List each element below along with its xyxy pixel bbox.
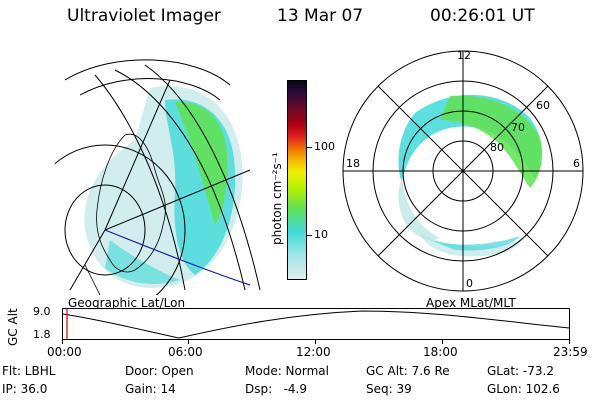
altitude-plot [62,308,570,340]
status-mode: Mode: Normal [245,364,329,378]
altitude-xtick-1800: 18:00 [423,345,458,359]
status-gain: Gain: 14 [125,382,176,396]
colorbar-tick-label-10: 10 [314,228,328,241]
altitude-xtick-2359: 23:59 [553,345,588,359]
xtick-mark-6 [188,340,189,344]
left-panel-label: Geographic Lat/Lon [68,296,186,310]
mlat-label-70: 70 [511,121,525,134]
mlat-label-80: 80 [490,141,504,154]
right-panel-label: Apex MLat/MLT [426,296,516,310]
mlt-label-0: 0 [466,277,473,290]
mlat-label-60: 60 [536,99,550,112]
status-dsp: Dsp: -4.9 [245,382,308,396]
mlt-label-18: 18 [346,157,360,170]
xtick-mark-24 [569,340,570,344]
geographic-map [55,59,261,295]
altitude-ylabel: GC Alt [6,308,20,346]
altitude-xtick-0000: 00:00 [47,345,82,359]
colorbar-tick-10 [307,235,312,236]
altitude-ytick-9: 9.0 [33,305,51,318]
colorbar-tick-label-100: 100 [314,140,335,153]
color-bar [287,80,307,280]
status-ip: IP: 36.0 [2,382,48,396]
status-seq: Seq: 39 [366,382,412,396]
altitude-xtick-1200: 12:00 [296,345,331,359]
status-gc-alt: GC Alt: 7.6 Re [366,364,450,378]
altitude-xtick-0600: 06:00 [168,345,203,359]
xtick-mark-12 [315,340,316,344]
status-door: Door: Open [125,364,194,378]
mlt-label-12: 12 [457,49,471,62]
status-flt: Flt: LBHL [2,364,56,378]
xtick-mark-0 [62,340,63,344]
altitude-ytick-1-8: 1.8 [33,328,51,341]
polar-plot [342,50,584,292]
mlt-label-6: 6 [573,157,580,170]
xtick-mark-18 [442,340,443,344]
status-glat: GLat: -73.2 [487,364,554,378]
time-label: 00:26:01 UT [430,6,535,26]
colorbar-unit-label: photon cm⁻²s⁻¹ [270,152,284,245]
date-label: 13 Mar 07 [277,6,364,26]
instrument-title: Ultraviolet Imager [67,6,221,26]
status-glon: GLon: 102.6 [487,382,560,396]
colorbar-tick-100 [307,147,312,148]
